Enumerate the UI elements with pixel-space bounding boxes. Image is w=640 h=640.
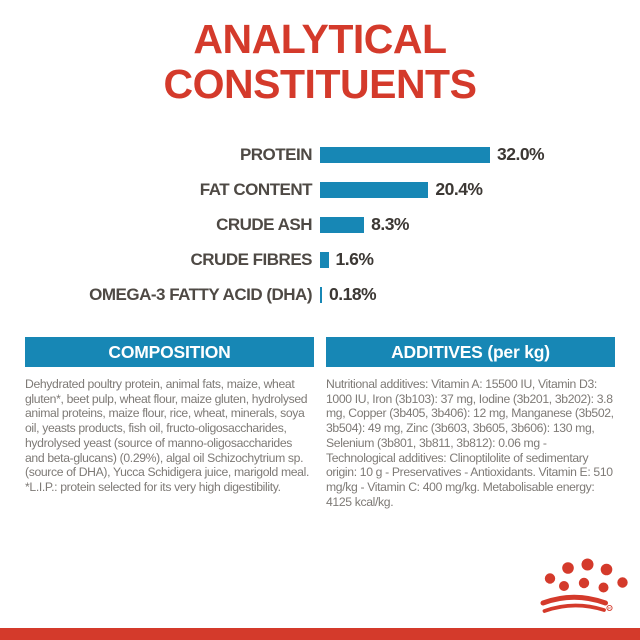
chart-value-label: 20.4% [435, 179, 483, 199]
chart-category-label: CRUDE ASH [216, 214, 312, 234]
chart-bar [320, 146, 490, 163]
registered-trademark-glyph: R [608, 607, 611, 611]
chart-category-label: OMEGA-3 FATTY ACID (DHA) [89, 284, 312, 304]
brand-bottom-bar [0, 628, 640, 640]
info-columns: COMPOSITION Dehydrated poultry protein, … [25, 337, 615, 509]
additives-body: Nutritional additives: Vitamin A: 15500 … [326, 377, 614, 509]
chart-row: FAT CONTENT 20.4% [0, 172, 640, 207]
page-title-line-1: ANALYTICAL [193, 16, 447, 62]
chart-bar [320, 181, 429, 198]
composition-body: Dehydrated poultry protein, animal fats,… [25, 377, 309, 494]
chart-row: CRUDE ASH 8.3% [0, 207, 640, 242]
chart-bar [320, 286, 322, 303]
page-title-line-2: CONSTITUENTS [163, 61, 477, 107]
chart-row: OMEGA-3 FATTY ACID (DHA) 0.18% [0, 277, 640, 312]
composition-header: COMPOSITION [25, 337, 314, 367]
additives-header: ADDITIVES (per kg) [326, 337, 615, 367]
chart-category-label: PROTEIN [239, 144, 313, 164]
chart-bar [320, 251, 329, 268]
royal-canin-crown-logo: R [540, 556, 635, 628]
chart-value-label: 32.0% [497, 144, 545, 164]
chart-category-label: CRUDE FIBRES [190, 249, 312, 269]
page-title: ANALYTICAL CONSTITUENTS [0, 17, 640, 107]
analytical-bar-chart: PROTEIN 32.0% FAT CONTENT 20.4% CRUDE ASH 8.3… [0, 137, 640, 312]
crown-icon: R [540, 558, 628, 613]
chart-bar [320, 216, 365, 233]
chart-row: CRUDE FIBRES 1.6% [0, 242, 640, 277]
chart-value-label: 0.18% [329, 284, 377, 304]
chart-value-label: 1.6% [335, 249, 374, 269]
chart-value-label: 8.3% [371, 214, 409, 234]
composition-section: COMPOSITION Dehydrated poultry protein, … [25, 337, 314, 509]
chart-category-label: FAT CONTENT [199, 179, 313, 199]
additives-section: ADDITIVES (per kg) Nutritional additives… [326, 337, 615, 509]
chart-row: PROTEIN 32.0% [0, 137, 640, 172]
